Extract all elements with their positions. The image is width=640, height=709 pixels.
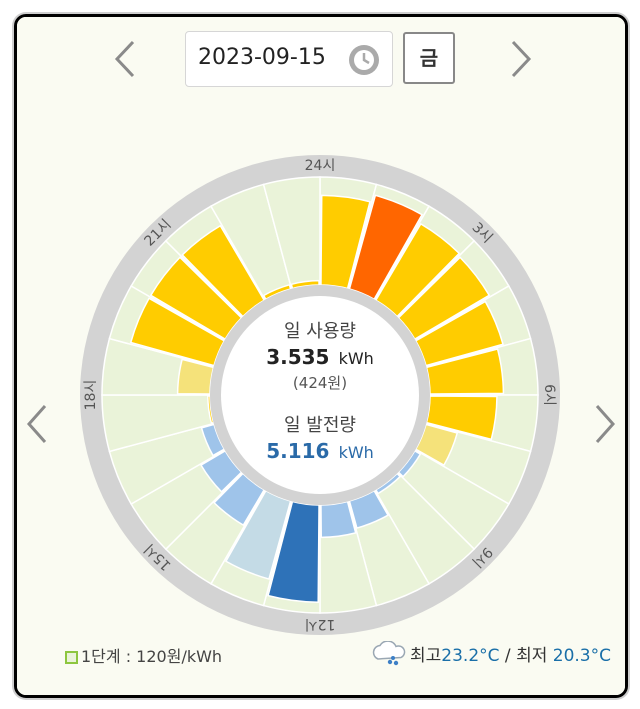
usage-unit: kWh [339,349,374,368]
usage-cost: (424원) [293,374,347,392]
hour-label: 6시 [541,384,557,406]
clock-icon[interactable] [348,44,380,76]
hour-label: 24시 [305,158,336,174]
weekday-button[interactable]: 금 [403,32,455,84]
center-disc [221,296,419,494]
chevron-right-icon [511,40,532,78]
usage-reading: 3.535 kWh [266,345,374,369]
generation-reading: 5.116 kWh [266,439,374,463]
cloud-rain-icon [372,641,406,666]
prev-day-arrow[interactable] [25,403,49,445]
temp-separator: / [499,646,517,666]
low-value: 20.3°C [552,646,611,666]
usage-value: 3.535 [266,345,329,369]
hour-label: 12시 [305,616,336,632]
generation-title: 일 발전량 [284,415,356,436]
low-label: 최저 [516,646,548,666]
legend-swatch [65,651,78,664]
date-picker[interactable]: 2023-09-15 [185,31,393,87]
usage-title: 일 사용량 [284,321,356,342]
hour-label: 18시 [83,380,99,411]
energy-card: 2023-09-15 금 24시 3시 6시 9시 12시 15시 18시 21시 일 [17,17,625,695]
high-label: 최고 [410,646,442,666]
next-date-button[interactable] [509,39,533,79]
generation-value: 5.116 [266,439,329,463]
chevron-right-icon [595,405,616,443]
prev-date-button[interactable] [113,39,137,79]
legend-label: 1단계 : 120원/kWh [81,647,223,666]
date-value: 2023-09-15 [198,45,326,70]
high-value: 23.2°C [441,646,500,666]
weather-summary: 최고23.2°C / 최저 20.3°C [368,641,611,667]
chevron-left-icon [114,40,135,78]
tariff-legend: 1단계 : 120원/kWh [65,643,222,667]
screen-frame: 2023-09-15 금 24시 3시 6시 9시 12시 15시 18시 21시 일 [14,14,628,698]
generation-unit: kWh [339,443,374,462]
chevron-left-icon [26,405,47,443]
next-day-arrow[interactable] [593,403,617,445]
